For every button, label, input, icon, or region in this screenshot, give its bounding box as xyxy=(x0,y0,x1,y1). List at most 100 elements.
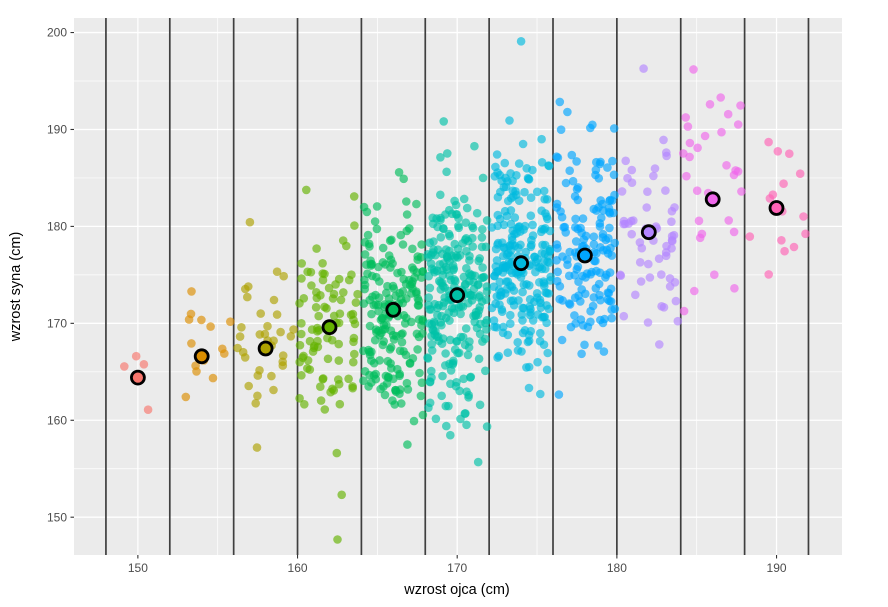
data-point xyxy=(412,287,421,297)
data-point xyxy=(679,306,689,316)
data-point xyxy=(456,309,465,319)
data-point xyxy=(318,269,328,278)
data-point xyxy=(437,391,447,401)
data-point xyxy=(350,349,359,359)
data-point xyxy=(552,276,562,286)
data-point xyxy=(683,122,693,131)
data-point xyxy=(467,270,477,280)
data-point xyxy=(226,317,235,327)
data-point xyxy=(323,333,332,343)
data-point xyxy=(568,176,578,186)
x-axis-title: wzrost ojca (cm) xyxy=(403,582,510,598)
data-point xyxy=(491,299,501,309)
data-point xyxy=(397,337,407,347)
data-point xyxy=(589,240,599,249)
data-point xyxy=(692,186,702,195)
data-point xyxy=(218,344,227,354)
bin-mean-point xyxy=(513,255,529,272)
data-point xyxy=(367,347,376,357)
data-point xyxy=(565,166,574,175)
data-point xyxy=(639,64,648,73)
data-point xyxy=(297,259,307,268)
data-point xyxy=(442,167,451,177)
data-point xyxy=(344,275,354,285)
bin-mean-point xyxy=(129,369,146,386)
data-point xyxy=(403,440,412,449)
data-point xyxy=(477,297,487,306)
data-point xyxy=(644,259,653,269)
data-point xyxy=(609,170,619,180)
data-point xyxy=(524,174,533,184)
data-point xyxy=(438,371,447,381)
data-point xyxy=(682,171,691,181)
data-point xyxy=(423,250,433,259)
bin-mean-point xyxy=(640,224,657,241)
data-point xyxy=(320,405,330,414)
data-point xyxy=(436,233,446,242)
data-point xyxy=(382,320,391,330)
data-point xyxy=(587,267,596,277)
data-point xyxy=(657,302,666,311)
data-point xyxy=(461,234,471,243)
data-point xyxy=(256,309,266,318)
data-point xyxy=(311,303,321,312)
data-point xyxy=(336,295,346,305)
data-point xyxy=(349,192,359,201)
data-point xyxy=(520,326,530,335)
data-point xyxy=(350,221,359,230)
data-point xyxy=(578,214,588,223)
data-point xyxy=(412,199,421,209)
data-point xyxy=(383,356,393,366)
data-point xyxy=(478,337,487,346)
data-point xyxy=(513,346,523,355)
data-point xyxy=(487,223,497,232)
data-point xyxy=(409,416,419,426)
data-point xyxy=(367,356,376,365)
data-point xyxy=(523,337,533,347)
data-point xyxy=(635,258,645,267)
bin-mean-point xyxy=(577,247,593,264)
data-point xyxy=(181,392,191,402)
data-point xyxy=(745,232,755,241)
data-point xyxy=(298,353,308,363)
data-point xyxy=(563,255,572,264)
data-point xyxy=(469,277,478,287)
data-point xyxy=(424,403,433,413)
data-point xyxy=(451,210,461,219)
data-point xyxy=(552,255,561,265)
data-point xyxy=(542,301,551,310)
data-point xyxy=(416,391,426,401)
data-point xyxy=(436,153,445,162)
data-point xyxy=(679,149,688,158)
data-point xyxy=(312,288,321,297)
data-point xyxy=(187,339,196,348)
data-point xyxy=(773,147,783,156)
data-point xyxy=(139,360,149,369)
data-point xyxy=(532,187,542,197)
data-point xyxy=(318,259,327,268)
data-point xyxy=(461,218,471,227)
data-point xyxy=(471,310,480,320)
data-point xyxy=(571,214,580,224)
bin-mean-point xyxy=(768,200,785,216)
data-point xyxy=(450,239,460,249)
data-point xyxy=(526,211,536,220)
data-point xyxy=(690,286,699,296)
data-point xyxy=(206,322,215,331)
data-point xyxy=(459,272,469,282)
data-point xyxy=(374,300,383,310)
data-point xyxy=(444,308,454,317)
data-point xyxy=(375,277,384,286)
data-point xyxy=(539,277,548,286)
data-point xyxy=(351,298,361,307)
data-point xyxy=(415,368,424,378)
data-point xyxy=(431,326,440,336)
data-point xyxy=(454,348,464,358)
data-point xyxy=(654,254,664,263)
data-point xyxy=(333,535,342,544)
data-point xyxy=(322,304,331,313)
data-point xyxy=(506,310,515,320)
means-layer xyxy=(129,191,785,386)
data-point xyxy=(468,291,477,301)
data-point xyxy=(365,321,375,331)
